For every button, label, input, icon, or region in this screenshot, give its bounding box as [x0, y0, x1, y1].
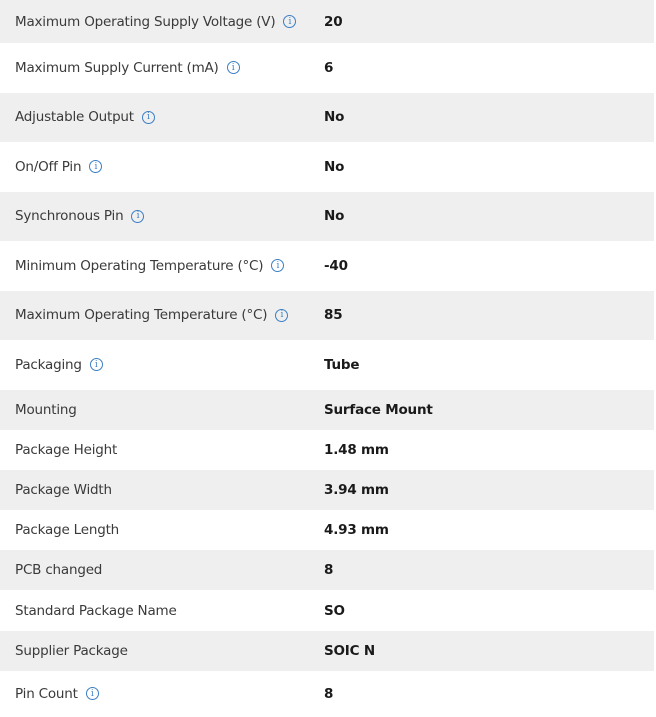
spec-row: Package Width 3.94 mm — [0, 469, 654, 511]
info-icon[interactable]: i — [271, 259, 285, 273]
info-icon[interactable]: i — [226, 61, 240, 75]
spec-value: No — [324, 109, 345, 126]
spec-row: Maximum Operating Supply Voltage (V) i 20 — [0, 0, 654, 43]
spec-label-text: Synchronous Pin — [15, 208, 124, 225]
spec-label: Package Height — [0, 442, 324, 458]
spec-value: No — [324, 208, 345, 225]
spec-label: Maximum Supply Current (mA) i — [0, 60, 324, 76]
spec-row: Pin Count i 8 — [0, 671, 654, 717]
spec-label-text: Package Length — [15, 522, 120, 539]
info-icon[interactable]: i — [141, 110, 155, 124]
spec-row: Maximum Operating Temperature (°C) i 85 — [0, 290, 654, 340]
spec-value: SOIC N — [324, 642, 375, 659]
spec-row: Mounting Surface Mount — [0, 389, 654, 430]
spec-label: Standard Package Name — [0, 603, 324, 619]
info-icon[interactable]: i — [89, 160, 103, 174]
spec-row: Supplier Package SOIC N — [0, 630, 654, 671]
spec-row: Package Height 1.48 mm — [0, 430, 654, 470]
spec-value: 1.48 mm — [324, 441, 389, 458]
spec-label: PCB changed — [0, 562, 324, 578]
spec-label-text: Maximum Operating Temperature (°C) — [15, 307, 268, 324]
spec-label: Maximum Operating Temperature (°C) i — [0, 307, 324, 323]
spec-label: Minimum Operating Temperature (°C) i — [0, 258, 324, 274]
spec-label: Package Width — [0, 482, 324, 498]
spec-label: Mounting — [0, 402, 324, 418]
spec-value: 8 — [324, 562, 334, 579]
spec-label-text: Pin Count — [15, 685, 78, 702]
spec-label: Package Length — [0, 522, 324, 538]
spec-value: 4.93 mm — [324, 522, 389, 539]
spec-label-text: Maximum Supply Current (mA) — [15, 59, 219, 76]
info-icon[interactable]: i — [131, 209, 145, 223]
spec-label: On/Off Pin i — [0, 159, 324, 175]
spec-value: 85 — [324, 307, 343, 324]
spec-row: Standard Package Name SO — [0, 590, 654, 630]
spec-row: PCB changed 8 — [0, 550, 654, 591]
spec-value: 20 — [324, 13, 343, 30]
spec-value: SO — [324, 602, 345, 619]
spec-label: Maximum Operating Supply Voltage (V) i — [0, 14, 324, 30]
spec-label: Packaging i — [0, 357, 324, 373]
spec-value: -40 — [324, 257, 348, 274]
spec-label-text: Package Height — [15, 441, 118, 458]
spec-label: Pin Count i — [0, 686, 324, 702]
spec-label-text: Adjustable Output — [15, 109, 134, 126]
spec-value: 6 — [324, 59, 334, 76]
spec-value: Tube — [324, 356, 360, 373]
spec-label-text: On/Off Pin — [15, 158, 82, 175]
spec-value: Surface Mount — [324, 401, 433, 418]
spec-label: Adjustable Output i — [0, 109, 324, 125]
spec-row: Package Length 4.93 mm — [0, 510, 654, 550]
spec-value: No — [324, 158, 345, 175]
spec-row: Synchronous Pin i No — [0, 191, 654, 241]
spec-label: Synchronous Pin i — [0, 208, 324, 224]
spec-label: Supplier Package — [0, 643, 324, 659]
info-icon[interactable]: i — [85, 687, 99, 701]
spec-label-text: Maximum Operating Supply Voltage (V) — [15, 13, 276, 30]
spec-label-text: PCB changed — [15, 562, 103, 579]
spec-row: Minimum Operating Temperature (°C) i -40 — [0, 241, 654, 291]
spec-label-text: Package Width — [15, 481, 112, 498]
info-icon[interactable]: i — [275, 308, 289, 322]
spec-label-text: Packaging — [15, 356, 82, 373]
info-icon[interactable]: i — [283, 15, 297, 28]
spec-label-text: Supplier Package — [15, 642, 128, 659]
spec-row: On/Off Pin i No — [0, 142, 654, 192]
spec-row: Packaging i Tube — [0, 340, 654, 390]
spec-row: Maximum Supply Current (mA) i 6 — [0, 43, 654, 93]
spec-label-text: Mounting — [15, 401, 77, 418]
spec-label-text: Standard Package Name — [15, 602, 177, 619]
info-icon[interactable]: i — [89, 358, 103, 372]
spec-value: 8 — [324, 685, 334, 702]
spec-label-text: Minimum Operating Temperature (°C) — [15, 257, 264, 274]
spec-row: Adjustable Output i No — [0, 92, 654, 142]
spec-value: 3.94 mm — [324, 481, 389, 498]
